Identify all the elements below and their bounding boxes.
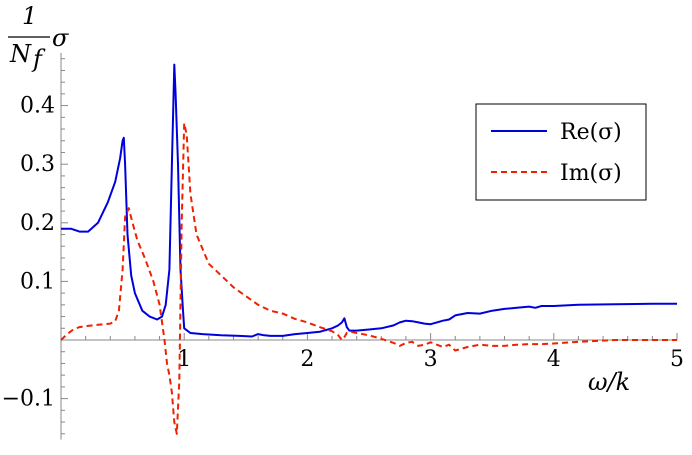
y-label-numerator: 1 [22,2,37,30]
x-ticks: 1 2 3 4 5 [85,333,684,372]
series-line-im [60,122,677,435]
series-line-re [61,63,677,338]
x-tick-label: 1 [177,347,191,372]
y-label-denominator: N [9,40,32,68]
series-layer [60,63,677,435]
y-tick-label: 0.4 [20,94,55,119]
x-tick-label: 3 [424,347,438,372]
legend-box [475,103,647,201]
y-tick-label: 0.1 [20,269,55,294]
y-tick-label: 0.3 [20,152,55,177]
legend-label-im: Im(σ) [560,161,622,186]
x-tick-label: 5 [670,347,684,372]
y-ticks: −0.1 0.1 0.2 0.3 0.4 [2,58,68,435]
x-tick-label: 2 [300,347,314,372]
y-label-sigma: σ [52,24,69,52]
y-tick-label: 0.2 [20,211,55,236]
x-tick-label: 4 [547,347,561,372]
legend-label-re: Re(σ) [560,120,622,145]
y-axis-label: 1 N f σ [8,2,69,73]
y-label-subscript: f [31,45,46,73]
x-axis-label: ω/k [588,368,630,396]
legend: Re(σ) Im(σ) [475,103,647,201]
y-tick-label: −0.1 [2,387,55,412]
axes: 1 2 3 4 5 −0.1 0.1 0.2 0.3 0.4 [2,52,684,440]
